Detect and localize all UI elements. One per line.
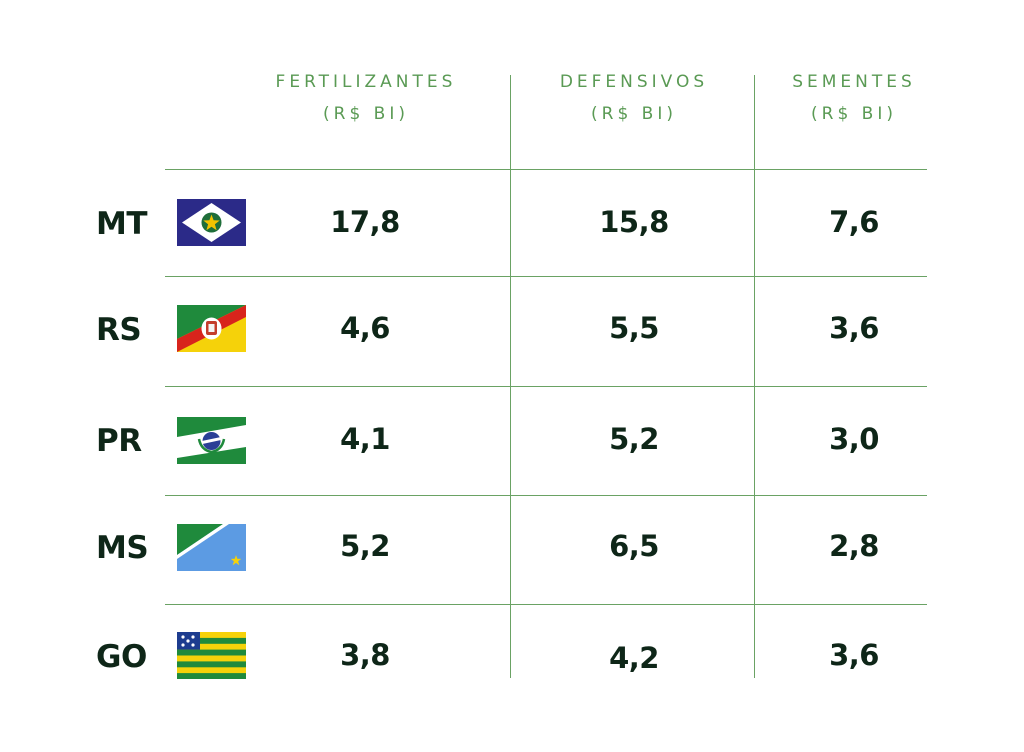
header-defensivos-unit: (R$ BI) [591, 104, 677, 124]
rio-grande-do-sul-flag-icon [177, 305, 246, 352]
row-divider [165, 276, 927, 277]
value-mt-defensivos: 15,8 [599, 205, 669, 239]
value-pr-fertilizantes: 4,1 [340, 422, 390, 456]
header-sementes: SEMENTES (R$ BI) [770, 66, 938, 130]
header-fertilizantes-unit: (R$ BI) [323, 104, 409, 124]
value-go-defensivos: 4,2 [609, 641, 659, 675]
value-mt-sementes: 7,6 [829, 205, 879, 239]
value-ms-defensivos: 6,5 [609, 529, 659, 563]
state-abbr-go: GO [96, 639, 147, 675]
header-defensivos: DEFENSIVOS (R$ BI) [536, 66, 732, 130]
value-go-sementes: 3,6 [829, 638, 879, 672]
row-divider [165, 604, 927, 605]
row-divider [165, 495, 927, 496]
column-divider [754, 75, 755, 678]
value-rs-sementes: 3,6 [829, 311, 879, 345]
value-pr-sementes: 3,0 [829, 422, 879, 456]
state-abbr-pr: PR [96, 423, 142, 459]
value-pr-defensivos: 5,2 [609, 422, 659, 456]
mato-grosso-flag-icon [177, 199, 246, 246]
goias-flag-icon [177, 632, 246, 679]
value-rs-fertilizantes: 4,6 [340, 311, 390, 345]
value-mt-fertilizantes: 17,8 [330, 205, 400, 239]
value-rs-defensivos: 5,5 [609, 311, 659, 345]
row-divider [165, 169, 927, 170]
header-fertilizantes: FERTILIZANTES (R$ BI) [250, 66, 482, 130]
header-defensivos-title: DEFENSIVOS [559, 72, 709, 92]
column-divider [510, 75, 511, 678]
header-sementes-unit: (R$ BI) [811, 104, 897, 124]
parana-flag-icon [177, 417, 246, 464]
value-ms-fertilizantes: 5,2 [340, 529, 390, 563]
state-abbr-mt: MT [96, 206, 148, 242]
header-fertilizantes-title: FERTILIZANTES [275, 72, 457, 92]
state-abbr-ms: MS [96, 530, 149, 566]
value-go-fertilizantes: 3,8 [340, 638, 390, 672]
value-ms-sementes: 2,8 [829, 529, 879, 563]
header-sementes-title: SEMENTES [792, 72, 916, 92]
state-abbr-rs: RS [96, 312, 142, 348]
mato-grosso-do-sul-flag-icon [177, 524, 246, 571]
row-divider [165, 386, 927, 387]
